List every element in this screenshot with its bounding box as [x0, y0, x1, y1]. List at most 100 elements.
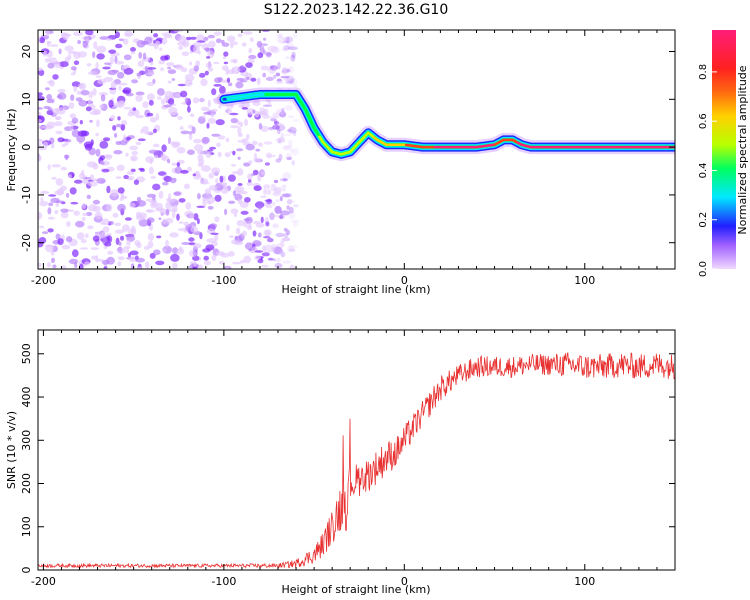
spectrogram-noise-blob	[94, 211, 103, 220]
spectrogram-noise-blob	[153, 249, 161, 256]
spectrogram-noise-blob	[272, 191, 282, 197]
spectrogram-noise-blob	[277, 36, 286, 44]
spectrogram-noise-blob	[281, 68, 289, 75]
spectrogram-noise-blob	[69, 187, 77, 195]
spectrogram-noise-blob	[230, 118, 239, 124]
spectrogram-noise-blob	[240, 210, 249, 215]
spectrogram-noise-blob	[109, 221, 114, 225]
spectrogram-noise-blob	[202, 36, 209, 41]
spectrogram-noise-blob	[76, 232, 85, 240]
spectrogram-noise-blob	[40, 190, 50, 195]
spectrogram-noise-blob	[251, 140, 258, 146]
spectrogram-noise-blob	[272, 202, 276, 206]
spectrogram-noise-blob	[81, 203, 86, 209]
spectrogram-noise-blob	[63, 33, 72, 37]
spectrogram-noise-blob	[147, 233, 155, 241]
spectrogram-noise-blob	[85, 233, 89, 239]
spectrogram-x-tick-label: 0	[401, 274, 408, 287]
spectrogram-noise-blob	[200, 181, 210, 185]
spectrogram-noise-blob	[46, 109, 54, 116]
spectrogram-noise-blob	[142, 101, 149, 109]
spectrogram-noise-blob	[219, 175, 224, 183]
spectrogram-noise-blob	[192, 173, 196, 177]
spectrogram-noise-blob	[177, 116, 183, 120]
spectrogram-noise-blob	[262, 245, 266, 252]
spectrogram-noise-blob	[39, 225, 45, 229]
spectrogram-noise-blob	[198, 264, 204, 269]
spectrogram-noise-blob	[207, 149, 214, 152]
spectrogram-noise-blob	[293, 84, 298, 89]
spectrogram-x-axis-label: Height of straight line (km)	[281, 283, 430, 296]
spectrogram-noise-blob	[193, 65, 200, 72]
spectrogram-noise-blob	[137, 138, 146, 142]
spectrogram-noise-blob	[93, 41, 98, 50]
spectrogram-noise-blob	[283, 36, 294, 43]
spectrogram-noise-blob	[92, 199, 100, 205]
spectrogram-noise-blob	[276, 140, 286, 143]
spectrogram-noise-blob	[270, 46, 280, 54]
spectrogram-noise-blob	[263, 37, 267, 41]
spectrogram-noise-blob	[116, 164, 125, 171]
spectrogram-noise-blob	[178, 45, 184, 51]
spectrogram-noise-blob	[232, 58, 238, 64]
snr-series-line	[38, 352, 675, 569]
spectrogram-noise-blob	[112, 125, 117, 131]
spectrogram-noise-blob	[146, 217, 155, 223]
spectrogram-noise-blob	[291, 160, 296, 166]
spectrogram-noise-blob	[292, 118, 300, 122]
spectrogram-noise-blob	[266, 198, 273, 205]
colorbar-gradient	[712, 30, 736, 269]
spectrogram-noise-blob	[158, 217, 162, 220]
spectrogram-noise-blob	[50, 250, 55, 256]
spectrogram-noise-blob	[279, 111, 287, 118]
spectrogram-noise-blob	[215, 178, 219, 184]
spectrogram-noise-blob	[225, 266, 230, 269]
spectrogram-noise-blob	[96, 119, 100, 128]
spectrogram-noise-blob	[292, 221, 298, 228]
spectrogram-y-tick-label: 0	[20, 144, 33, 151]
spectrogram-noise-blob	[288, 245, 298, 249]
spectrogram-noise-blob	[73, 85, 78, 93]
spectrogram-noise-blob	[51, 176, 57, 180]
spectrogram-noise-blob	[148, 99, 154, 106]
spectrogram-noise-blob	[265, 51, 272, 58]
spectrogram-noise-blob	[192, 97, 199, 104]
spectrogram-noise-blob	[124, 217, 132, 221]
spectrogram-noise-blob	[207, 99, 211, 108]
snr-plot-area	[38, 330, 675, 570]
spectrogram-noise-blob	[269, 212, 275, 221]
spectrogram-noise-blob	[257, 232, 262, 238]
spectrogram-noise-blob	[102, 154, 113, 158]
spectrogram-noise-blob	[282, 40, 289, 44]
spectrogram-noise-blob	[272, 258, 276, 262]
spectrogram-noise-blob	[208, 40, 216, 49]
spectrogram-noise-blob	[102, 218, 110, 226]
spectrogram-noise-blob	[138, 219, 149, 227]
spectrogram-noise-blob	[276, 109, 285, 115]
spectrogram-noise-blob	[113, 102, 120, 108]
spectrogram-noise-blob	[95, 75, 102, 78]
spectrogram-noise-blob	[253, 220, 261, 225]
spectrogram-noise-blob	[146, 209, 153, 213]
spectrogram-noise-blob	[80, 89, 90, 96]
spectrogram-noise-blob	[125, 152, 129, 157]
spectrogram-noise-blob	[103, 137, 111, 142]
spectrogram-noise-blob	[213, 31, 222, 36]
spectrogram-noise-blob	[265, 221, 270, 227]
spectrogram-noise-blob	[40, 196, 44, 202]
spectrogram-noise-blob	[161, 144, 167, 153]
spectrogram-noise-blob	[240, 80, 248, 83]
spectrogram-noise-blob	[221, 42, 230, 47]
spectrogram-noise-blob	[200, 115, 206, 119]
spectrogram-y-tick-label: -20	[20, 234, 33, 252]
spectrogram-noise-blob	[135, 114, 144, 119]
spectrogram-noise-blob	[277, 61, 281, 70]
spectrogram-noise-blob	[117, 203, 126, 212]
spectrogram-noise-blob	[145, 198, 155, 202]
spectrogram-noise-blob	[166, 62, 175, 67]
spectrogram-noise-blob	[206, 122, 210, 129]
spectrogram-noise-blob	[38, 107, 44, 110]
spectrogram-noise-blob	[205, 152, 212, 158]
spectrogram-noise-blob	[225, 137, 230, 143]
spectrogram-noise-blob	[60, 166, 68, 171]
